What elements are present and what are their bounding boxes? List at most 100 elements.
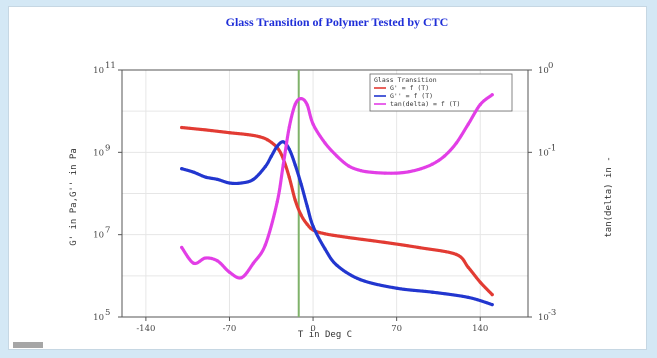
series-2-point-0 xyxy=(180,245,184,250)
legend-title: Glass Transition xyxy=(374,76,437,84)
series-2-point-29 xyxy=(490,93,494,97)
series-1-point-21 xyxy=(466,295,470,299)
series-1-point-7 xyxy=(263,165,267,169)
series-2-point-23 xyxy=(418,167,423,171)
series-1-point-2 xyxy=(203,175,208,179)
series-2-point-12 xyxy=(299,96,303,101)
y-axis-label-left: G' in Pa,G'' in Pa xyxy=(69,148,79,246)
series-0-point-4 xyxy=(257,135,261,139)
series-2-point-8 xyxy=(275,200,279,204)
series-0-point-18 xyxy=(466,265,470,270)
series-1-point-19 xyxy=(395,286,399,290)
x-tick-label-2: 0 xyxy=(310,324,315,334)
legend-entry-0: G' = f (T) xyxy=(390,84,429,92)
series-1-point-10 xyxy=(281,140,285,144)
y-right-tick-exp-1: -1 xyxy=(548,143,556,153)
x-tick-label-1: -70 xyxy=(223,324,237,334)
series-1-point-5 xyxy=(239,181,244,185)
series-1-point-4 xyxy=(227,181,232,185)
series-2-point-26 xyxy=(454,141,458,145)
series-2-point-22 xyxy=(406,170,411,174)
series-2-point-15 xyxy=(323,141,327,145)
series-2-point-20 xyxy=(383,171,387,175)
series-1-point-17 xyxy=(335,263,339,267)
series-1-point-3 xyxy=(215,177,220,182)
chart: Glass Transition of Polymer Tested by CT… xyxy=(69,15,614,340)
marks xyxy=(180,70,494,317)
y-right-tick-label-2: 10 xyxy=(538,66,549,76)
series-0-point-2 xyxy=(227,131,232,135)
series-1-point-0 xyxy=(180,167,184,171)
series-0-point-14 xyxy=(347,235,351,240)
series-0-point-19 xyxy=(478,280,482,284)
series-1-point-15 xyxy=(311,224,315,228)
series-2-point-9 xyxy=(281,163,285,167)
series-0-point-8 xyxy=(287,175,291,179)
y-right-tick-exp-2: 0 xyxy=(548,61,553,71)
series-2-point-17 xyxy=(347,164,351,168)
series-0-point-3 xyxy=(245,132,249,137)
series-2-point-24 xyxy=(430,162,435,166)
series-1-point-16 xyxy=(323,247,327,251)
series-0-point-5 xyxy=(266,138,270,142)
x-tick-label-4: 140 xyxy=(472,324,488,334)
plot-area xyxy=(121,69,529,318)
chart-title: Glass Transition of Polymer Tested by CT… xyxy=(226,15,449,29)
series-0-point-17 xyxy=(454,252,458,257)
series-1-point-18 xyxy=(359,278,363,282)
series-1-point-20 xyxy=(430,290,435,294)
footer-mark xyxy=(13,342,43,348)
series-0-point-13 xyxy=(323,232,327,236)
series-2-point-11 xyxy=(293,102,297,107)
y-right-tick-exp-0: -3 xyxy=(548,308,556,318)
series-0-point-16 xyxy=(418,246,423,250)
series-1-point-22 xyxy=(490,303,494,307)
series-2-point-4 xyxy=(227,270,232,274)
series-2-point-3 xyxy=(215,259,220,263)
series-1-point-12 xyxy=(293,163,297,167)
x-tick-label-0: -140 xyxy=(136,324,155,334)
series-2-point-19 xyxy=(371,170,375,175)
series-2-point-5 xyxy=(239,276,244,280)
y-right-tick-label-1: 10 xyxy=(538,148,549,158)
series-2-point-18 xyxy=(359,168,363,173)
series-1-point-11 xyxy=(287,147,291,151)
y-axis-label-right: tan(delta) in - xyxy=(604,156,614,237)
series-2-point-1 xyxy=(192,261,196,265)
series-1-point-8 xyxy=(269,154,273,158)
y-left-tick-label-1: 10 xyxy=(93,231,104,241)
series-2-point-2 xyxy=(203,256,208,260)
series-2-point-10 xyxy=(287,125,291,130)
series-0-point-20 xyxy=(490,293,494,297)
series-0-point-15 xyxy=(383,240,387,244)
y-right-tick-label-0: 10 xyxy=(538,313,549,323)
y-left-tick-label-2: 10 xyxy=(93,148,104,158)
y-left-tick-exp-1: 7 xyxy=(105,226,110,236)
series-2-point-14 xyxy=(311,122,315,126)
x-axis-label: T in Deg C xyxy=(298,330,352,340)
series-1-point-9 xyxy=(275,144,279,148)
series-0-point-9 xyxy=(293,198,297,202)
y-left-tick-exp-2: 9 xyxy=(105,143,110,153)
chart-panel: Glass Transition of Polymer Tested by CT… xyxy=(8,6,647,350)
series-2-point-16 xyxy=(335,154,339,158)
series-line-1 xyxy=(180,140,494,307)
series-0-point-10 xyxy=(299,213,303,217)
x-tick-label-3: 70 xyxy=(391,324,402,334)
series-0-point-0 xyxy=(180,125,184,130)
series-2-point-27 xyxy=(466,122,470,126)
series-0-point-1 xyxy=(203,128,208,132)
series-2-point-28 xyxy=(478,102,482,107)
series-1-point-1 xyxy=(192,170,196,174)
series-2-point-7 xyxy=(263,243,267,247)
y-left-tick-exp-3: 11 xyxy=(105,61,116,71)
series-2-point-21 xyxy=(395,171,399,175)
series-1-point-13 xyxy=(299,182,303,186)
y-left-tick-label-0: 10 xyxy=(93,313,104,323)
legend-box xyxy=(369,73,513,112)
y-left-tick-label-3: 10 xyxy=(93,66,104,76)
legend-entry-1: G'' = f (T) xyxy=(390,92,433,100)
series-2-point-25 xyxy=(442,154,447,158)
